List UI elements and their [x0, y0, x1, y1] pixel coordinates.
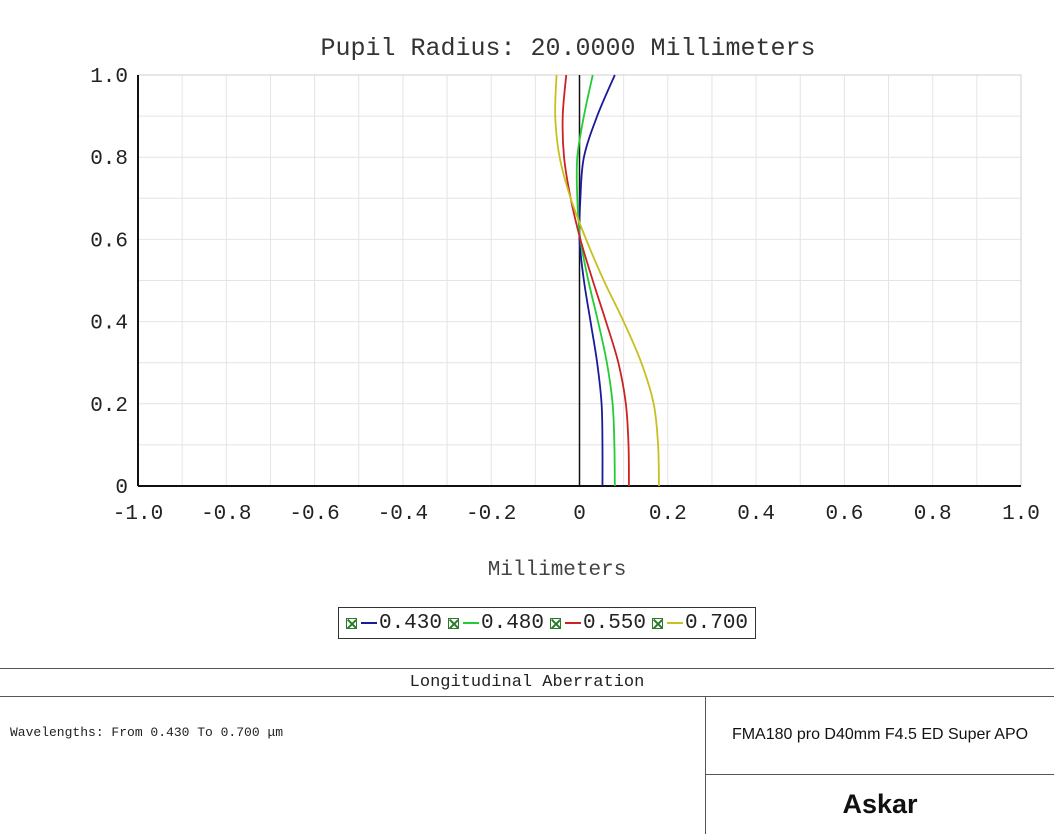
legend-label: 0.430 [378, 611, 442, 635]
legend-swatch [667, 622, 684, 624]
x-tick-label: 0.4 [737, 503, 775, 526]
lens-name: FMA180 pro D40mm F4.5 ED Super APO [705, 696, 1054, 775]
checkbox-icon[interactable] [447, 617, 459, 629]
chart-title: Pupil Radius: 20.0000 Millimeters [320, 34, 815, 63]
series-line-0.430 [578, 74, 616, 487]
checkbox-icon[interactable] [652, 617, 664, 629]
x-tick-label: -0.6 [289, 503, 339, 526]
x-tick-label: -0.8 [201, 503, 251, 526]
x-tick-label: 0.2 [649, 503, 687, 526]
legend-label: 0.550 [583, 611, 647, 635]
series-line-0.550 [561, 74, 630, 487]
legend-label: 0.480 [480, 611, 544, 635]
legend-swatch [462, 622, 479, 624]
y-tick-label: 0.8 [90, 148, 128, 171]
tick-labels: -1.0 -0.8 -0.6 -0.4 -0.2 0 0.2 0.4 0.6 0.8 1.0 0 0.2… [90, 66, 1040, 526]
x-tick-label: -1.0 [113, 503, 163, 526]
plot-type-title: Longitudinal Aberration [0, 669, 1054, 697]
series-line-0.700 [554, 74, 660, 487]
chart-area: Pupil Radius: 20.0000 Millimeters -1.0 -0… [90, 34, 1040, 582]
brand-logo: Askar [705, 775, 1054, 834]
legend-entry[interactable]: 0.700 [652, 612, 748, 635]
info-table: Longitudinal Aberration Wavelengths: Fro… [0, 668, 1054, 834]
y-tick-label: 0 [115, 477, 128, 500]
legend-label: 0.700 [685, 611, 749, 635]
x-tick-label: 0 [573, 503, 586, 526]
y-tick-label: 0.6 [90, 230, 128, 253]
wavelengths-text: Wavelengths: From 0.430 To 0.700 μm [10, 725, 284, 740]
legend-entry[interactable]: 0.550 [550, 612, 646, 635]
legend-swatch [360, 622, 377, 624]
x-tick-label: 0.8 [914, 503, 952, 526]
series-layer [554, 74, 660, 487]
legend: 0.430 0.480 0.550 0.700 [338, 607, 756, 639]
legend-entry[interactable]: 0.430 [345, 611, 442, 635]
y-tick-label: 0.4 [90, 313, 128, 336]
checkbox-icon[interactable] [345, 617, 357, 629]
y-tick-label: 1.0 [90, 66, 128, 89]
x-tick-label: 1.0 [1002, 503, 1040, 526]
x-tick-label: -0.2 [466, 503, 516, 526]
checkbox-icon[interactable] [550, 617, 561, 629]
x-tick-label: -0.4 [378, 503, 428, 526]
x-tick-label: 0.6 [825, 503, 863, 526]
legend-swatch [565, 622, 581, 624]
x-axis-label: Millimeters [488, 559, 627, 582]
series-line-0.480 [575, 74, 616, 487]
legend-entry[interactable]: 0.480 [447, 611, 544, 635]
y-tick-label: 0.2 [90, 395, 128, 418]
